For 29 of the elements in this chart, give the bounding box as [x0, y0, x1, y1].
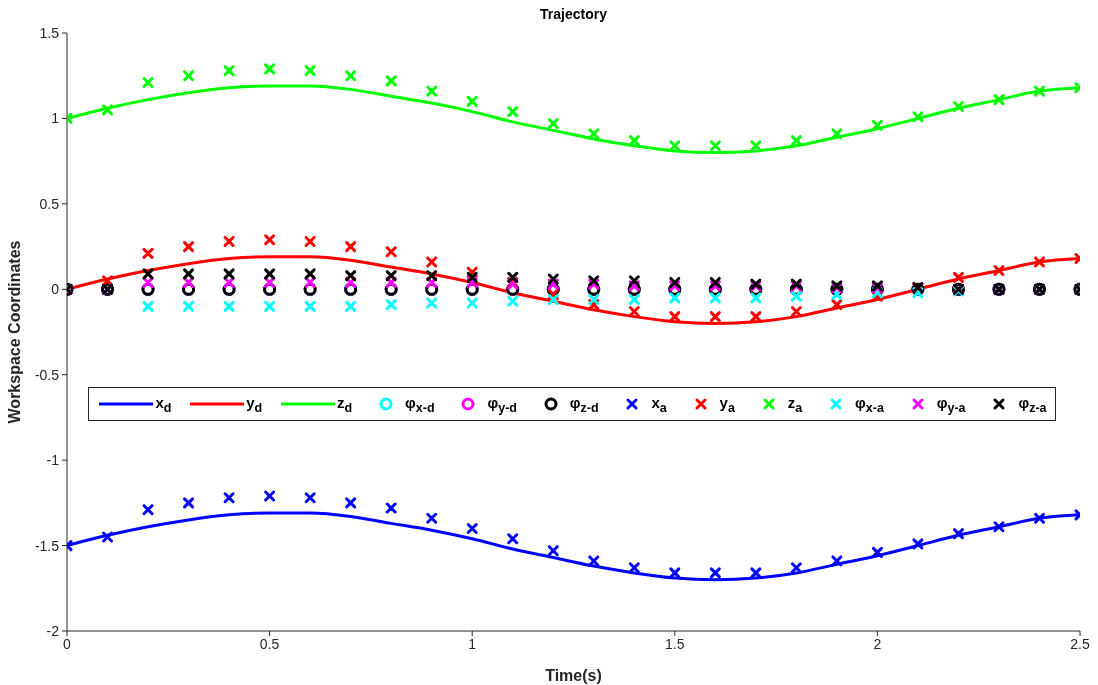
legend-label: y$_{d}$	[246, 393, 263, 415]
y-tick-label: 0.5	[39, 195, 60, 212]
x-tick-label: 2	[873, 635, 882, 652]
y-tick-label: -0.5	[34, 366, 60, 383]
legend-label: z$_{d}$	[337, 393, 353, 415]
legend-label: φ$_{z-a}$	[1018, 393, 1047, 415]
y-tick-label: 0	[51, 281, 60, 298]
legend-label: x$_{d}$	[155, 393, 172, 415]
chart-title: Trajectory	[539, 6, 608, 22]
x-tick-label: 1.5	[665, 635, 685, 652]
legend-label: x$_{a}$	[651, 393, 667, 415]
legend-label: φ$_{x-d}$	[405, 393, 435, 415]
x-tick-label: 1	[468, 635, 477, 652]
x-tick-label: 2.5	[1070, 635, 1090, 652]
legend-label: φ$_{z-d}$	[569, 393, 599, 415]
y-tick-label: -1.5	[34, 537, 60, 554]
y-tick-label: 1.5	[39, 24, 60, 41]
x-tick-label: 0.5	[259, 635, 280, 652]
y-axis-title: Workspace Coordinates	[6, 240, 23, 424]
legend-label: φ$_{x-a}$	[855, 393, 884, 415]
legend-label: φ$_{y-d}$	[487, 393, 517, 415]
legend-label: y$_{a}$	[719, 393, 735, 415]
x-axis-title: Time(s)	[545, 667, 602, 684]
legend-label: z$_{a}$	[787, 393, 803, 415]
y-tick-label: -1	[46, 452, 60, 469]
y-tick-label: -2	[46, 622, 60, 639]
legend-label: φ$_{y-a}$	[936, 393, 966, 415]
x-tick-label: 0	[63, 635, 72, 652]
y-tick-label: 1	[51, 110, 60, 127]
